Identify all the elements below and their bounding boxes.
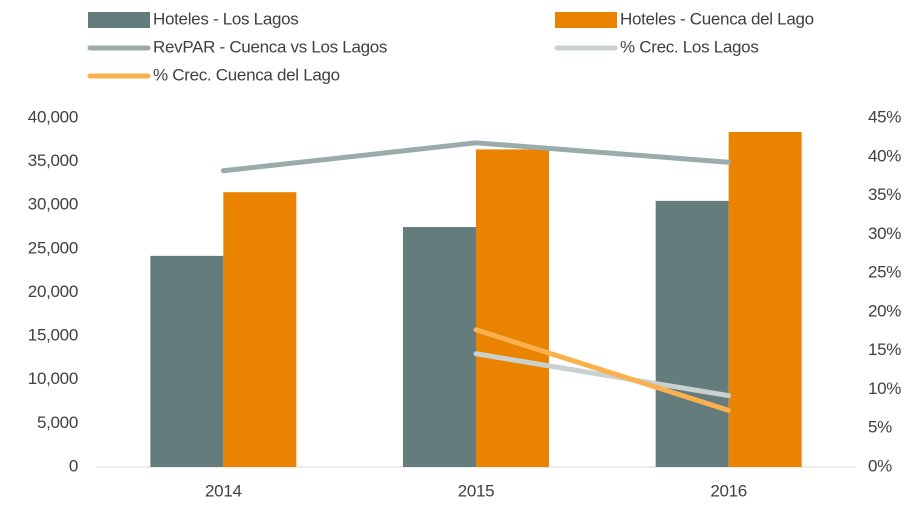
- y-tick-label: 10,000: [28, 369, 78, 388]
- y2-tick-label: 10%: [868, 379, 901, 398]
- x-tick-label: 2016: [710, 481, 747, 500]
- y-tick-label: 30,000: [28, 195, 78, 214]
- y-tick-label: 20,000: [28, 282, 78, 301]
- y2-tick-label: 20%: [868, 301, 901, 320]
- line: [473, 327, 732, 413]
- y2-tick-label: 45%: [868, 107, 901, 126]
- y-tick-label: 5,000: [37, 413, 78, 432]
- legend-label: % Crec. Cuenca del Lago: [153, 65, 340, 84]
- y2-tick-label: 25%: [868, 263, 901, 282]
- y2-tick-label: 0%: [868, 456, 892, 475]
- y2-tick-label: 30%: [868, 224, 901, 243]
- y-tick-label: 35,000: [28, 151, 78, 170]
- bar: [150, 255, 224, 467]
- bar: [655, 200, 729, 467]
- bar: [403, 227, 476, 467]
- legend-label: Hoteles - Cuenca del Lago: [620, 9, 814, 28]
- bar: [476, 149, 549, 467]
- legend-label: RevPAR - Cuenca vs Los Lagos: [153, 37, 387, 56]
- y2-tick-label: 15%: [868, 340, 901, 359]
- x-tick-label: 2014: [205, 481, 242, 500]
- line: [473, 351, 732, 399]
- y2-tick-label: 40%: [868, 146, 901, 165]
- line: [220, 140, 732, 174]
- legend-label: % Crec. Los Lagos: [620, 37, 759, 56]
- y-tick-label: 40,000: [28, 107, 78, 126]
- legend-label: Hoteles - Los Lagos: [153, 9, 299, 28]
- y-tick-label: 0: [69, 456, 78, 475]
- legend-swatch: [88, 12, 150, 28]
- y2-tick-label: 5%: [868, 418, 892, 437]
- bar: [728, 131, 802, 467]
- y2-tick-label: 35%: [868, 185, 901, 204]
- bar: [223, 192, 297, 467]
- y-tick-label: 15,000: [28, 326, 78, 345]
- y-tick-label: 25,000: [28, 238, 78, 257]
- x-tick-label: 2015: [458, 481, 495, 500]
- legend-swatch: [555, 12, 617, 28]
